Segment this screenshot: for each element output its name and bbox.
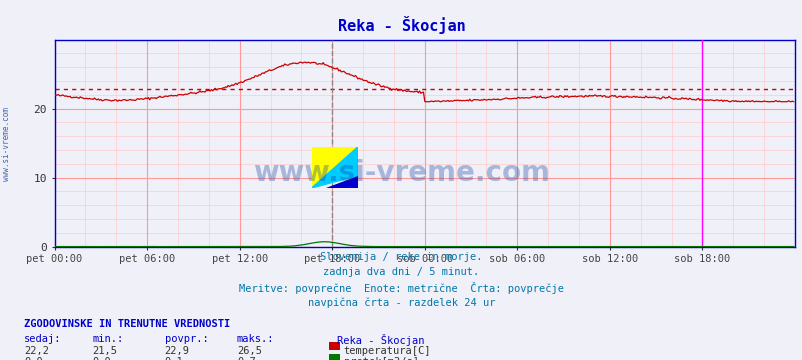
Text: Meritve: povprečne  Enote: metrične  Črta: povprečje: Meritve: povprečne Enote: metrične Črta:… [239,282,563,294]
Text: 0,7: 0,7 [237,357,255,360]
Text: 21,5: 21,5 [92,346,117,356]
Text: Slovenija / reke in morje.: Slovenija / reke in morje. [320,252,482,262]
Text: navpična črta - razdelek 24 ur: navpična črta - razdelek 24 ur [307,297,495,308]
Text: pretok[m3/s]: pretok[m3/s] [343,357,418,360]
Text: Reka - Škocjan: Reka - Škocjan [337,16,465,34]
Polygon shape [326,176,358,188]
Text: 22,2: 22,2 [24,346,49,356]
Text: www.si-vreme.com: www.si-vreme.com [2,107,11,181]
Text: 26,5: 26,5 [237,346,261,356]
Polygon shape [311,147,358,188]
Text: povpr.:: povpr.: [164,334,208,344]
Text: temperatura[C]: temperatura[C] [343,346,431,356]
Text: 0,1: 0,1 [164,357,183,360]
Text: 0,0: 0,0 [92,357,111,360]
Text: zadnja dva dni / 5 minut.: zadnja dva dni / 5 minut. [323,267,479,277]
Text: 0,0: 0,0 [24,357,43,360]
Text: sedaj:: sedaj: [24,334,62,344]
Text: www.si-vreme.com: www.si-vreme.com [253,159,549,187]
Text: ZGODOVINSKE IN TRENUTNE VREDNOSTI: ZGODOVINSKE IN TRENUTNE VREDNOSTI [24,319,230,329]
Text: 22,9: 22,9 [164,346,189,356]
Text: min.:: min.: [92,334,124,344]
Text: maks.:: maks.: [237,334,274,344]
Text: Reka - Škocjan: Reka - Škocjan [337,334,424,346]
Polygon shape [311,147,358,188]
